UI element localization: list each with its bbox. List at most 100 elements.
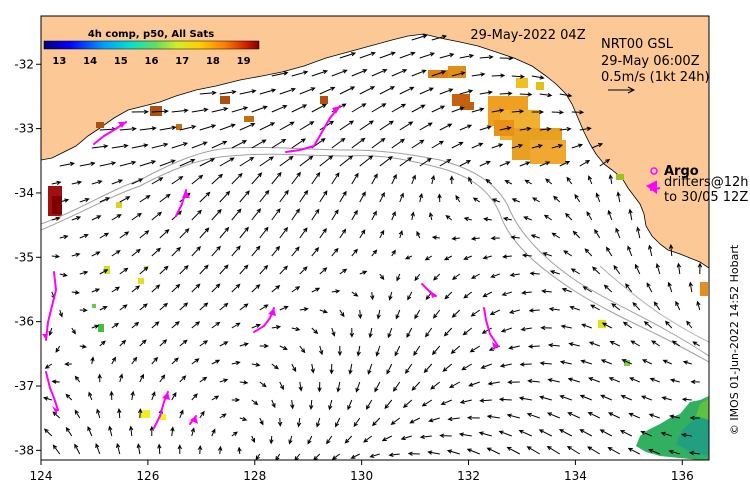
current-vector	[91, 324, 100, 329]
colorbar: 4h comp, p50, All Sats 13 14 15 16 17 18 19	[43, 29, 260, 67]
current-vector	[211, 107, 229, 113]
y-tick-label: -35	[14, 250, 34, 264]
current-vector	[111, 249, 121, 257]
current-vector	[52, 444, 61, 455]
current-vector	[662, 359, 672, 365]
current-vector	[437, 193, 442, 203]
current-vector	[406, 327, 413, 339]
current-vector	[251, 245, 261, 257]
current-vector	[219, 190, 231, 203]
current-vector	[627, 447, 641, 455]
current-vector	[528, 308, 540, 313]
current-vector	[396, 273, 401, 282]
current-vector	[651, 340, 661, 347]
y-tick-label: -37	[14, 379, 34, 393]
current-vector	[279, 305, 289, 311]
colorbar-tick-label: 17	[175, 56, 189, 67]
current-vector	[279, 265, 288, 275]
current-vector	[151, 177, 164, 185]
current-vector	[128, 425, 134, 437]
current-vector	[251, 362, 261, 367]
current-vector	[199, 124, 217, 131]
current-vector	[459, 399, 472, 404]
current-vector	[608, 377, 620, 383]
product-line2: 29-May 06:00Z	[601, 54, 700, 69]
current-vector	[279, 155, 294, 167]
current-vector	[211, 245, 221, 257]
current-vector	[399, 156, 413, 167]
current-vector	[591, 266, 601, 275]
current-vector	[211, 140, 228, 149]
current-vector	[259, 417, 264, 426]
current-vector	[259, 343, 269, 349]
current-vector	[239, 226, 249, 239]
x-tick-label: 128	[243, 469, 266, 483]
current-vector	[231, 245, 241, 257]
current-vector	[331, 289, 341, 294]
current-vector	[421, 399, 433, 407]
current-vector	[288, 435, 293, 445]
current-vector	[351, 137, 366, 149]
current-vector	[509, 309, 520, 314]
current-vector	[291, 246, 300, 257]
current-vector	[157, 443, 162, 455]
current-vector	[271, 245, 281, 257]
current-vector	[339, 228, 347, 239]
current-vector	[490, 235, 500, 241]
current-vector	[443, 255, 453, 261]
current-vector	[219, 89, 237, 95]
current-vector	[431, 105, 446, 113]
current-vector	[299, 345, 306, 354]
x-tick-label: 132	[457, 469, 480, 483]
current-vector	[606, 246, 613, 257]
current-vector	[350, 453, 361, 459]
current-vector	[640, 395, 652, 401]
current-vector	[667, 281, 673, 293]
current-vector	[279, 381, 284, 391]
current-vector	[532, 197, 541, 203]
current-vector	[251, 435, 256, 443]
current-vector	[499, 363, 512, 368]
current-vector	[491, 143, 504, 149]
current-vector	[391, 249, 396, 257]
credit: © IMOS 01-Jun-2022 14:52 Hobart	[728, 244, 741, 435]
current-vector	[630, 340, 641, 347]
current-vector	[634, 263, 641, 275]
current-vector	[579, 429, 593, 437]
current-vector	[607, 412, 620, 419]
current-vector	[171, 391, 177, 401]
current-vector	[131, 109, 149, 114]
current-vector	[491, 73, 506, 78]
current-vector	[139, 194, 151, 203]
current-vector	[311, 103, 327, 113]
current-vector	[463, 216, 472, 222]
current-vector	[331, 137, 346, 149]
current-vector	[443, 327, 453, 337]
current-vector	[251, 208, 262, 221]
current-vector	[99, 306, 108, 311]
current-vector	[119, 339, 127, 347]
current-vector	[379, 273, 385, 281]
current-vector	[311, 327, 319, 335]
current-vector	[335, 417, 341, 428]
current-vector	[471, 72, 486, 77]
current-vector	[655, 262, 661, 275]
current-vector	[619, 430, 633, 437]
current-vector	[439, 159, 452, 167]
current-vector	[511, 74, 525, 79]
current-vector	[231, 431, 239, 437]
current-vector	[432, 309, 441, 319]
current-vector	[271, 138, 287, 149]
current-vector	[502, 216, 512, 222]
current-vector	[553, 195, 561, 203]
current-vector	[159, 265, 169, 275]
current-vector	[251, 172, 263, 185]
current-vector	[79, 161, 96, 167]
current-vector	[219, 123, 236, 131]
y-tick-label: -36	[14, 315, 34, 329]
current-vector	[433, 273, 441, 281]
current-vector	[459, 160, 472, 167]
current-vector	[481, 327, 493, 334]
current-vector	[600, 394, 612, 401]
scale-arrow	[608, 86, 636, 94]
